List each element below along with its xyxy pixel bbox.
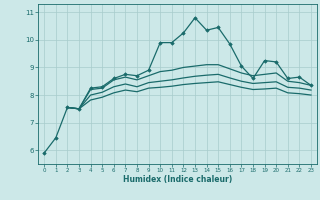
X-axis label: Humidex (Indice chaleur): Humidex (Indice chaleur)	[123, 175, 232, 184]
